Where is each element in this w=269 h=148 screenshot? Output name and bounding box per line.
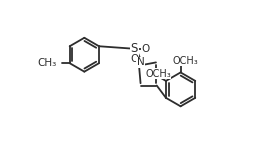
Text: O: O (142, 44, 150, 54)
Text: OCH₃: OCH₃ (145, 69, 171, 79)
Text: S: S (131, 42, 138, 55)
Text: CH₃: CH₃ (37, 58, 56, 68)
Text: OCH₃: OCH₃ (172, 56, 198, 66)
Text: N: N (137, 57, 144, 67)
Text: O: O (130, 54, 139, 64)
